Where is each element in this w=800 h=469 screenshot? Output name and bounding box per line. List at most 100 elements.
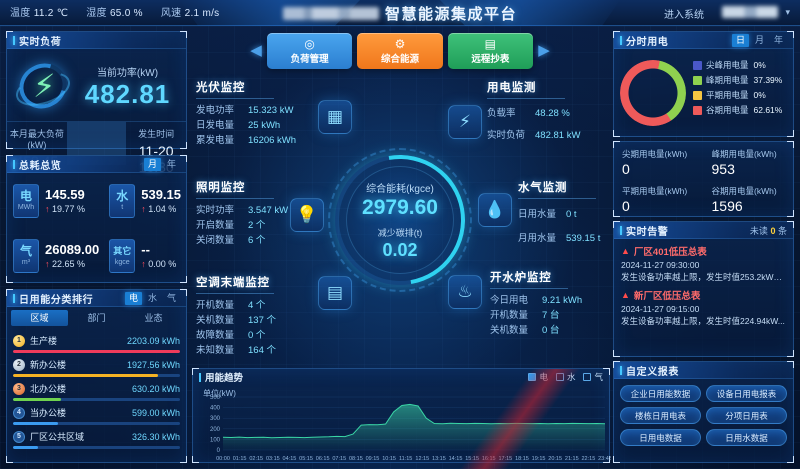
rank-bar (13, 350, 180, 353)
realtime-load-body: ⚡ 当前功率(kW) 482.81 (7, 49, 186, 121)
daily-rank-list: 1 生产楼 2203.09 kWh 2 新办公楼 1927.56 kWh 3 北办公楼 630.… (7, 326, 186, 449)
svg-text:100: 100 (210, 437, 221, 443)
lighting-monitor-title: 照明监控 (196, 179, 274, 199)
report-button[interactable]: 楼栋日用电表 (620, 407, 701, 424)
report-button[interactable]: 分项日用表 (706, 407, 787, 424)
svg-text:01:15: 01:15 (233, 456, 247, 462)
boiler-monitor-title: 开水炉监控 (490, 269, 568, 289)
tou-electricity-panel: 分时用电 日 月 年 尖峰用电量 0% 峰期用电量 37.39% 平期用电量 0% 谷期用电… (613, 31, 794, 137)
series-toggle-water[interactable]: 水 (555, 371, 575, 383)
chevron-left-icon[interactable]: ◀ (250, 42, 262, 59)
rank-bar (13, 446, 180, 449)
tab-year[interactable]: 年 (166, 158, 176, 169)
arrow-up-icon: ↑ (141, 204, 146, 214)
arrow-up-icon: ↑ (45, 259, 50, 269)
rank-value: 2203.09 kWh (126, 335, 180, 346)
electricity-monitor-title: 用电监测 (487, 79, 565, 99)
svg-text:03:15: 03:15 (266, 456, 280, 462)
nav-button-integrated-energy[interactable]: ⚙ 综合能源 (357, 33, 443, 69)
series-toggle-gas[interactable]: 气 (583, 371, 603, 383)
carbon-reduction-value: 0.02 (382, 239, 418, 260)
series-toggle-electricity[interactable]: 电 (528, 371, 548, 383)
alarm-item[interactable]: ▲ 厂区401低压总表 2024-11-27 09:30:00 发生设备功率越上限… (621, 246, 786, 282)
nav-button-remote-meter[interactable]: ▤ 远程抄表 (447, 33, 533, 69)
svg-text:400: 400 (210, 406, 221, 412)
svg-text:02:15: 02:15 (249, 456, 263, 462)
report-button[interactable]: 日用电数据 (620, 429, 701, 446)
light-bulb-icon[interactable]: 💡 (290, 198, 324, 232)
nav-button-load-management[interactable]: ◎ 负荷管理 (267, 33, 353, 69)
weather-temperature: 温度 11.2 ℃ (10, 8, 69, 19)
alarm-item[interactable]: ▲ 新厂区低压总表 2024-11-27 09:15:00 发生设备功率越上限，发… (621, 290, 785, 326)
energy-trend-title: 用能趋势 (205, 373, 244, 384)
tou-donut-chart (620, 60, 686, 126)
carbon-reduction-label: 减少碳排(t) (377, 227, 423, 238)
rank-row[interactable]: 4 当办公楼 599.00 kWh (13, 406, 180, 425)
tab-electricity[interactable]: 电 (124, 291, 142, 305)
tou-legend-item: 谷期用电量 62.61% (693, 103, 788, 118)
tab-gas[interactable]: 气 (166, 292, 176, 303)
title-wrap: 智慧能源集成平台 (0, 0, 800, 26)
tou-header: 分时用电 日 月 年 (614, 32, 793, 49)
tab-month[interactable]: 月 (754, 34, 764, 45)
chevron-right-icon[interactable]: ▶ (538, 42, 550, 59)
rank-row[interactable]: 5 厂区公共区域 326.30 kWh (13, 430, 180, 449)
tab-department[interactable]: 部门 (87, 313, 106, 323)
electric-bolt-icon[interactable]: ⚡ (448, 105, 482, 139)
rank-name: 北办公楼 (30, 384, 67, 394)
tab-water[interactable]: 水 (147, 292, 157, 303)
pv-monitor-title: 光伏监控 (196, 79, 274, 99)
svg-text:12:15: 12:15 (415, 456, 429, 462)
tab-day[interactable]: 日 (731, 33, 749, 47)
tab-month[interactable]: 月 (143, 157, 161, 171)
report-button[interactable]: 设备日用电报表 (706, 385, 787, 402)
svg-text:06:15: 06:15 (316, 456, 330, 462)
gauge-icon: ◎ (304, 36, 315, 51)
air-conditioner-icon[interactable]: ▤ (318, 276, 352, 310)
daily-rank-title: 日用能分类排行 (19, 294, 94, 306)
hvac-monitor-title: 空调末端监控 (196, 274, 274, 294)
svg-text:16:15: 16:15 (482, 456, 496, 462)
rank-bar (13, 422, 180, 425)
svg-text:18:15: 18:15 (515, 456, 529, 462)
tab-area[interactable]: 区域 (11, 310, 68, 326)
svg-text:22:15: 22:15 (582, 456, 596, 462)
tou-legend: 尖峰用电量 0% 峰期用电量 37.39% 平期用电量 0% 谷期用电量 62.61% (686, 54, 788, 135)
svg-text:11:15: 11:15 (399, 456, 412, 462)
tou-values-panel: 尖期用电量(kWh) 0 峰期用电量(kWh) 953 平期用电量(kWh) 0… (613, 141, 794, 217)
hvac-monitor-block: 空调末端监控 开机数量 4 个 关机数量 137 个 故障数量 0 个 未知数量 164… (196, 273, 276, 358)
current-power-block: 当前功率(kW) 482.81 (75, 64, 180, 110)
tou-title: 分时用电 (626, 36, 669, 48)
svg-text:07:15: 07:15 (332, 456, 346, 462)
tab-year[interactable]: 年 (773, 34, 783, 45)
rank-row[interactable]: 2 新办公楼 1927.56 kWh (13, 358, 180, 377)
water-drop-icon[interactable]: 💧 (478, 193, 512, 227)
app-header: 温度 11.2 ℃ 湿度 65.0 % 风速 2.1 m/s 智慧能源集成平台 … (0, 0, 800, 26)
total-energy-label: 综合能耗(kgce) (366, 183, 434, 195)
report-button[interactable]: 日用水数据 (706, 429, 787, 446)
energy-trend-panel: 用能趋势 电 水 气 单位(kW) 0 100 200 300 400 500 00:00 0… (192, 368, 611, 463)
warning-triangle-icon: ▲ (621, 246, 630, 256)
solar-panel-icon[interactable]: ▦ (318, 100, 352, 134)
overview-item-gas: 气 m³ 26089.00 ↑ 22.65 % (7, 228, 103, 283)
report-header: 自定义报表 (614, 362, 793, 379)
report-title: 自定义报表 (626, 366, 679, 378)
alarm-title: 实时告警 (626, 226, 669, 238)
rank-row[interactable]: 1 生产楼 2203.09 kWh (13, 334, 180, 353)
tab-business[interactable]: 业态 (144, 313, 163, 323)
boiler-icon[interactable]: ♨ (448, 275, 482, 309)
svg-text:300: 300 (210, 416, 221, 422)
svg-text:23:45: 23:45 (598, 456, 611, 462)
rank-row[interactable]: 3 北办公楼 630.20 kWh (13, 382, 180, 401)
overview-item-electricity: 电 MWh 145.59 ↑ 19.77 % (7, 173, 103, 228)
user-name-redacted[interactable] (722, 6, 778, 18)
total-overview-period-tabs: 月 年 (143, 157, 180, 171)
chevron-down-icon[interactable]: ▾ (785, 7, 790, 17)
overview-item-other: 其它 kgce -- ↑ 0.00 % (103, 228, 186, 283)
enter-system-link[interactable]: 进入系统 (664, 10, 704, 21)
rank-name: 当办公楼 (30, 408, 67, 418)
report-button[interactable]: 企业日用能数据 (620, 385, 701, 402)
daily-rank-header: 日用能分类排行 电 水 气 (7, 290, 186, 307)
rank-name: 厂区公共区域 (30, 432, 85, 442)
